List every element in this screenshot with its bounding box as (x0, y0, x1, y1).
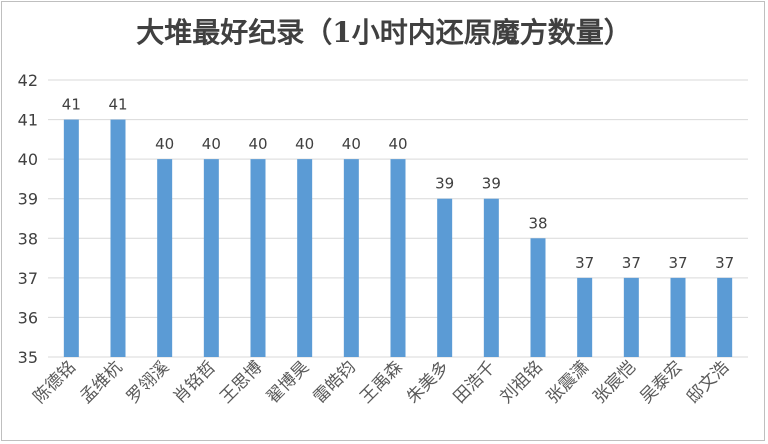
data-label: 40 (295, 135, 314, 153)
bar (623, 277, 639, 357)
data-label: 38 (528, 214, 547, 232)
bar (390, 159, 406, 357)
y-tick-label: 35 (18, 348, 38, 367)
bar (483, 198, 499, 357)
data-label: 39 (482, 175, 501, 193)
bar (110, 119, 126, 357)
data-label: 40 (155, 135, 174, 153)
category-label: 王思博 (216, 357, 266, 407)
bar (530, 238, 546, 357)
data-label: 40 (388, 135, 407, 153)
category-label: 翟博昊 (263, 357, 313, 407)
bar (297, 159, 313, 357)
category-label: 雷皓钧 (310, 357, 360, 407)
data-label: 41 (62, 96, 81, 114)
category-label: 刘祖铭 (496, 357, 546, 407)
data-label: 40 (342, 135, 361, 153)
category-label: 孟维杭 (76, 357, 126, 407)
category-label: 邸文浩 (683, 357, 733, 407)
bars (63, 119, 733, 357)
category-label: 张宸恺 (590, 357, 640, 407)
y-tick-label: 40 (18, 150, 38, 169)
data-label: 40 (248, 135, 267, 153)
chart-title: 大堆最好纪录（1小时内还原魔方数量） (136, 16, 632, 49)
data-label: 37 (668, 254, 687, 272)
bar (717, 277, 733, 357)
data-label: 40 (202, 135, 221, 153)
y-tick-label: 39 (18, 190, 38, 209)
category-label: 王禹森 (356, 357, 406, 407)
bar (203, 159, 219, 357)
y-tick-label: 37 (18, 269, 38, 288)
category-label: 肖铭哲 (170, 357, 220, 407)
y-axis-ticks: 35 36 37 38 39 40 41 42 (18, 71, 38, 367)
data-label: 37 (622, 254, 641, 272)
data-label: 37 (575, 254, 594, 272)
data-labels: 41 41 40 40 40 40 40 40 39 39 38 37 37 37 37 (62, 96, 734, 272)
y-tick-label: 41 (18, 111, 38, 130)
bar (157, 159, 173, 357)
y-tick-label: 42 (18, 71, 38, 90)
data-label: 37 (715, 254, 734, 272)
data-label: 41 (108, 96, 127, 114)
category-label: 张震潇 (543, 357, 593, 407)
category-label: 朱美多 (403, 357, 453, 407)
y-tick-label: 36 (18, 308, 38, 327)
category-labels: 陈德铭孟维杭罗翎溪肖铭哲王思博翟博昊雷皓钧王禹森朱美多田浩千刘祖铭张震潇张宸恺吴… (30, 357, 734, 407)
bar (250, 159, 266, 357)
bar (670, 277, 686, 357)
category-label: 罗翎溪 (123, 357, 173, 407)
bar (437, 198, 453, 357)
bar (63, 119, 79, 357)
category-label: 田浩千 (450, 357, 500, 407)
bar (577, 277, 593, 357)
category-label: 吴泰宏 (636, 357, 686, 407)
y-tick-label: 38 (18, 229, 38, 248)
bar (343, 159, 359, 357)
data-label: 39 (435, 175, 454, 193)
